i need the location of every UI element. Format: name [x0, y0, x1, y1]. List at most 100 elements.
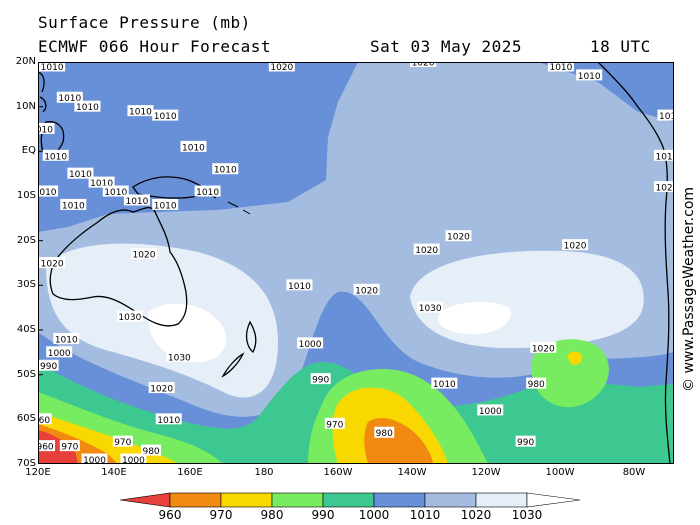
isobar-label-text: 1010: [182, 143, 205, 153]
colorbar-label-1030: 1030: [511, 508, 543, 522]
copyright-text: © www.PassageWeather.com: [681, 187, 697, 392]
isobar-label: 1000: [46, 346, 73, 359]
isobar-label-text: 1000: [122, 456, 145, 464]
isobar-label: 1020: [353, 283, 380, 296]
isobar-label-bg: [166, 350, 193, 362]
isobar-label: 1000: [477, 404, 504, 417]
isobar-label: 1010: [576, 69, 603, 82]
isobar-label-text: 1010: [154, 201, 177, 211]
copyright-watermark: © www.PassageWeather.com: [681, 187, 697, 392]
philippines-coast: [38, 71, 47, 113]
isobar-label-text: 1010: [129, 108, 152, 118]
isobar-label: 1010: [88, 176, 115, 189]
lon-label-180: 180: [254, 467, 274, 478]
lat-label-20s: 20S: [16, 235, 36, 246]
isobar-label-text: 970: [326, 420, 343, 430]
isobar-label: 1020: [445, 230, 472, 243]
colorbar-seg-980: [220, 492, 273, 508]
isobar-label: 990: [38, 359, 59, 372]
isobar-label-text: 1020: [655, 184, 674, 194]
australia-coast: [49, 206, 188, 327]
isobar-label: 1020: [653, 181, 674, 194]
band-1040-east: [437, 301, 512, 335]
isobar-label-text: 1000: [83, 456, 106, 464]
colorbar-seg-1030: [475, 492, 528, 508]
colorbar: [120, 492, 581, 508]
isobar-label-bg: [353, 283, 380, 295]
lon-label-80w: 80W: [622, 467, 646, 478]
isobar-label: 1020: [413, 243, 440, 256]
isobar-label-bg: [477, 404, 504, 416]
isobar-label-text: 1020: [41, 260, 64, 270]
lat-label-10n: 10N: [15, 101, 36, 112]
isobar-label-text: 1020: [355, 286, 378, 296]
isobar-label-bg: [547, 62, 574, 72]
isobar-label-bg: [112, 435, 133, 447]
isobar-label-bg: [526, 377, 547, 389]
isobar-label-text: 1010: [38, 126, 53, 136]
isobar-label: 960: [38, 413, 52, 426]
isobar-label-text: 1010: [214, 166, 237, 176]
colorbar-label-980: 980: [260, 508, 284, 522]
isobar-label-text: 1020: [133, 251, 156, 261]
colorbar-seg-970: [169, 492, 222, 508]
isobar-label-bg: [530, 341, 557, 353]
isobar-label: 1010: [431, 377, 458, 390]
isobar-label-text: 980: [376, 429, 393, 439]
forecast-date: Sat 03 May 2025: [370, 37, 522, 56]
isobar-label: 970: [112, 435, 133, 448]
new-zealand-north: [245, 320, 257, 354]
isobar-label-bg: [56, 91, 83, 103]
isobar-label: 1010: [547, 62, 574, 73]
colorbar-seg-990: [271, 492, 324, 508]
isobar-label: 1010: [212, 163, 239, 176]
isobar-label-bg: [310, 373, 331, 385]
isobar-label: 970: [324, 417, 345, 430]
isobar-label: 990: [310, 373, 331, 386]
isobar-label-text: 1010: [41, 63, 64, 73]
isobar-label-text: 960: [38, 416, 50, 426]
isobar-label-text: 1010: [655, 152, 674, 162]
isobar-label: 1010: [657, 109, 674, 122]
isobar-label: 1010: [67, 167, 94, 180]
isobar-label-bg: [653, 149, 674, 161]
isobar-label: 990: [515, 435, 536, 448]
isobar-label-bg: [38, 413, 52, 425]
isobar-label-bg: [60, 198, 87, 210]
isobar-label-bg: [81, 453, 108, 464]
isobar-label-text: 1010: [549, 63, 572, 73]
isobar-label-text: 1020: [532, 344, 555, 354]
isobar-label-bg: [152, 109, 179, 121]
lon-label-160e: 160E: [177, 467, 203, 478]
isobar-label-text: 1030: [118, 313, 141, 323]
colorbar-label-1020: 1020: [460, 508, 492, 522]
isobar-label: 1010: [194, 185, 221, 198]
isobar-label: 1000: [81, 453, 108, 464]
band-960: [38, 430, 78, 464]
colorbar-seg-1010: [373, 492, 426, 508]
colorbar-seg-960: [120, 492, 171, 508]
isobar-label-text: 990: [40, 362, 57, 372]
isobar-label-text: 1010: [433, 380, 456, 390]
colorbar-seg-1020: [424, 492, 477, 508]
isobar-label-text: 1010: [69, 170, 92, 180]
americas-coast: [597, 62, 671, 464]
isobar-label-text: 1000: [479, 407, 502, 417]
chart-title: Surface Pressure (mb): [38, 13, 251, 32]
isobar-label-bg: [127, 105, 154, 117]
isobar-label-text: 1010: [76, 103, 99, 113]
isobar-label-text: 1020: [412, 62, 435, 69]
isobar-label-text: 980: [142, 447, 159, 457]
isobar-label-text: 1010: [44, 152, 67, 162]
isobar-label-text: 1020: [447, 233, 470, 243]
isobar-label: 1010: [180, 140, 207, 153]
isobar-label: 1010: [152, 109, 179, 122]
isobar-label-bg: [116, 310, 143, 322]
isobar-label-bg: [324, 417, 345, 429]
isobar-label-bg: [102, 185, 129, 197]
band-980-east: [567, 351, 583, 365]
isobar-label: 1020: [530, 341, 557, 354]
model-run-label: ECMWF 066 Hour Forecast: [38, 37, 272, 56]
isobar-label-bg: [431, 377, 458, 389]
lat-label-50s: 50S: [16, 369, 36, 380]
